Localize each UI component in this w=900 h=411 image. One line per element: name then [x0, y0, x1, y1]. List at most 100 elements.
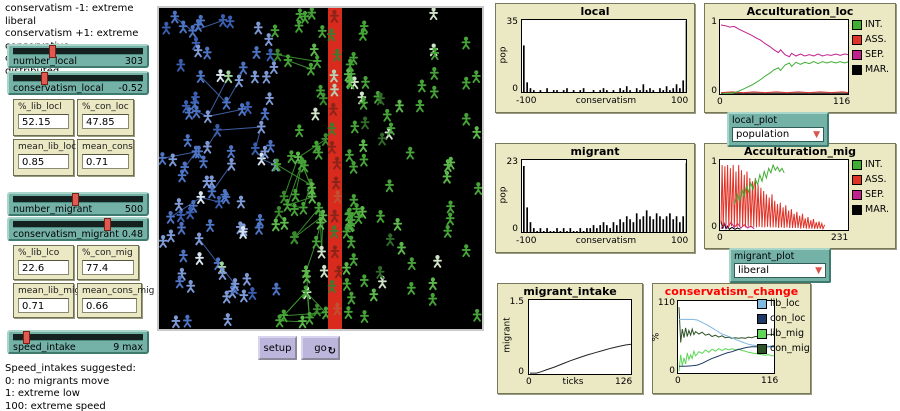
monitor-mean-lib-migrant: mean_lib_mig 0.71: [13, 283, 81, 318]
slider-track[interactable]: [13, 72, 143, 85]
legend-swatch: [757, 328, 767, 339]
x-tick: 0: [675, 376, 681, 386]
chooser-local-plot[interactable]: local_plot population ▼: [727, 112, 829, 147]
slider-conservatism-migrant[interactable]: conservatism_migrant 0.48: [7, 217, 149, 241]
x-tick: 100: [671, 96, 689, 106]
y-axis-label: pop: [498, 46, 509, 64]
slider-track[interactable]: [13, 193, 143, 206]
y-tick: 23: [506, 157, 518, 167]
legend-swatch: [852, 64, 862, 75]
chooser-value-box[interactable]: liberal ▼: [734, 263, 826, 278]
plot-title: Acculturation_loc: [746, 5, 854, 18]
plot-legend: INT. ASS. SEP. MAR.: [852, 17, 889, 77]
monitor-label: mean_lib_mig: [18, 286, 81, 296]
slider-track[interactable]: [13, 331, 143, 344]
slider-track[interactable]: [13, 218, 143, 231]
legend-swatch: [852, 34, 862, 45]
go-button[interactable]: go ↻: [301, 336, 340, 360]
speed-intake-note: Speed_intakes suggested: 0: no migrants …: [5, 363, 136, 411]
slider-number-migrant[interactable]: number_migrant 500: [7, 192, 149, 216]
monitor-label: %_con_loc: [82, 102, 129, 112]
legend-label: SEP.: [865, 49, 885, 60]
legend-swatch: [757, 343, 767, 354]
y-tick: 110: [657, 298, 675, 308]
plot-title: migrant: [570, 145, 620, 158]
monitor-value: 52.15: [18, 114, 69, 129]
x-tick: 116: [833, 97, 851, 107]
slider-handle[interactable]: [103, 218, 111, 231]
chooser-value: liberal: [738, 265, 770, 276]
legend-label: MAR.: [865, 204, 889, 215]
monitor-value: 22.6: [18, 260, 69, 275]
world-view[interactable]: [157, 6, 484, 331]
legend-swatch: [852, 174, 862, 185]
plot-migrant-intake: migrant_intake migrant 1.5 0 0 126 ticks: [497, 283, 643, 394]
plot-title: conservatism_change: [664, 285, 799, 298]
x-axis-label: conservatism: [575, 236, 637, 246]
plot-canvas: [528, 299, 632, 375]
legend-label: ASS.: [865, 34, 887, 45]
plot-canvas: [521, 159, 687, 233]
plot-canvas: [719, 159, 849, 231]
x-tick: 116: [761, 376, 779, 386]
slider-handle[interactable]: [49, 45, 56, 58]
slider-value: 0.48: [121, 229, 143, 240]
legend-label: INT.: [865, 159, 883, 170]
y-tick: 0: [512, 84, 518, 94]
chooser-migrant-plot[interactable]: migrant_plot liberal ▼: [729, 248, 831, 283]
monitor-value: 0.71: [82, 154, 129, 169]
plot-title: local: [580, 5, 610, 18]
legend-label: con_mig: [770, 343, 810, 354]
slider-track[interactable]: [13, 45, 143, 58]
slider-handle[interactable]: [41, 72, 49, 85]
monitor-value: 0.71: [18, 298, 69, 313]
plot-legend: INT. ASS. SEP. MAR.: [852, 157, 889, 217]
legend-label: lib_mig: [770, 328, 804, 339]
slider-label: number_migrant: [13, 204, 93, 215]
y-tick: 0: [512, 224, 518, 234]
monitor-label: mean_cons_mig: [82, 286, 155, 296]
y-tick: 0: [711, 222, 717, 232]
legend-swatch: [852, 19, 862, 30]
monitor-mean-lib-local: mean_lib_loc 0.85: [13, 139, 77, 176]
chooser-value: population: [736, 129, 790, 140]
y-tick: 0: [711, 86, 717, 96]
x-tick: 0: [526, 377, 532, 387]
x-tick: 231: [831, 233, 849, 243]
chooser-value-box[interactable]: population ▼: [732, 127, 824, 142]
plot-acculturation-loc: Acculturation_loc 1 0 0 116 INT. ASS. SE…: [704, 3, 896, 113]
slider-value: 9 max: [113, 342, 143, 353]
plot-conservatism-change: conservatism_change % 110 0 0 116 lib_lo…: [651, 283, 811, 394]
slider-label: conservatism_local: [13, 83, 104, 94]
y-axis-label: %: [651, 332, 662, 342]
y-axis-label: pop: [498, 186, 509, 204]
world-canvas: [157, 6, 483, 329]
monitor-pct-lib-local: %_lib_locl 52.15: [13, 99, 74, 136]
plot-migrant: migrant pop 23 0 -100 100 conservatism: [495, 143, 695, 253]
monitor-value: 0.85: [18, 154, 69, 169]
slider-conservatism-local[interactable]: conservatism_local -0.52: [7, 71, 149, 95]
y-tick: 0: [669, 366, 675, 376]
y-tick: 1: [711, 157, 717, 167]
setup-button[interactable]: setup: [258, 336, 297, 360]
monitor-label: mean_cons: [82, 142, 133, 152]
plot-legend: lib_loc con_loc lib_mig con_mig: [757, 296, 810, 356]
monitor-label: %_lib_locl: [18, 102, 62, 112]
monitor-label: mean_lib_loc: [18, 142, 77, 152]
monitor-mean-cons-migrant: mean_cons_mig 0.66: [77, 283, 155, 318]
monitor-pct-con-local: %_con_loc 47.85: [77, 99, 134, 136]
slider-speed-intake[interactable]: speed_intake 9 max: [7, 330, 149, 354]
chooser-label: local_plot: [732, 115, 778, 126]
y-tick: 0: [518, 367, 524, 377]
legend-label: con_loc: [770, 313, 806, 324]
x-tick: 100: [671, 236, 689, 246]
legend-swatch: [852, 49, 862, 60]
slider-value: 303: [124, 56, 143, 67]
legend-swatch: [757, 313, 767, 324]
slider-label: speed_intake: [13, 342, 76, 353]
slider-number-local[interactable]: number_local 303: [7, 44, 149, 68]
slider-handle[interactable]: [23, 331, 30, 344]
chooser-label: migrant_plot: [734, 251, 795, 262]
slider-handle[interactable]: [72, 193, 80, 206]
